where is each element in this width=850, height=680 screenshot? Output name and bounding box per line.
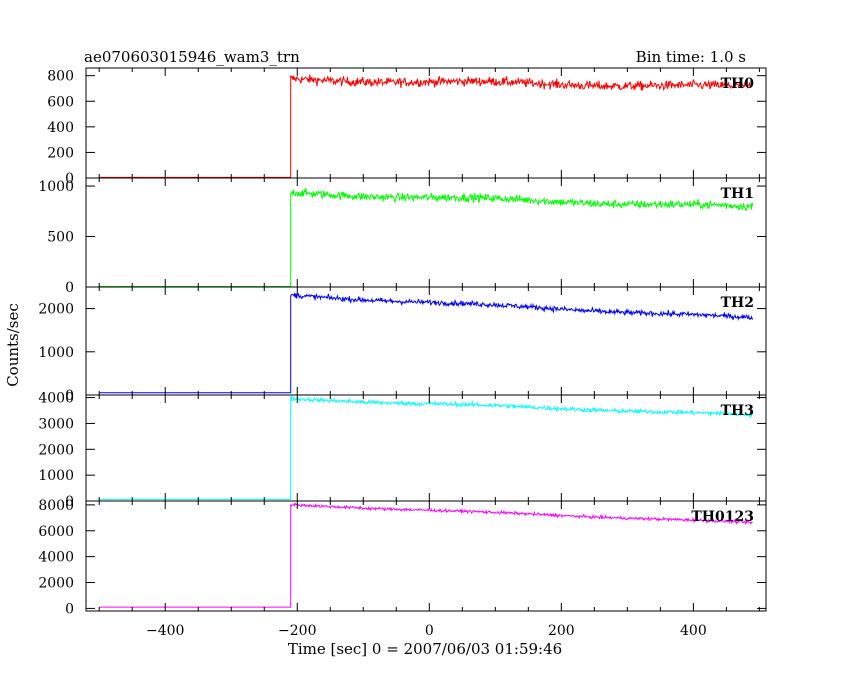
- y-tick-label: 3000: [38, 416, 74, 432]
- y-tick-label: 0: [65, 388, 74, 404]
- bin-time-label: Bin time: 1.0 s: [636, 48, 746, 66]
- x-tick-label: 200: [548, 623, 575, 639]
- x-axis-label: Time [sec] 0 = 2007/06/03 01:59:46: [288, 640, 562, 658]
- y-tick-label: 2000: [38, 302, 74, 318]
- panel-label-th0123: TH0123: [691, 509, 754, 525]
- y-axis-label: Counts/sec: [4, 303, 22, 387]
- series-th1: [99, 188, 754, 287]
- y-tick-label: 2000: [38, 576, 74, 592]
- y-tick-label: 500: [47, 230, 74, 246]
- y-tick-label: 400: [47, 120, 74, 136]
- y-tick-label: 0: [65, 494, 74, 510]
- y-tick-label: 200: [47, 145, 74, 161]
- series-th3: [99, 394, 754, 500]
- panel-frame-th0123: [85, 500, 767, 612]
- y-tick-label: 600: [47, 94, 74, 110]
- y-tick-label: 8000: [38, 498, 74, 514]
- y-tick-label: 0: [65, 601, 74, 617]
- y-tick-label: 1000: [38, 468, 74, 484]
- panel-frame-th2: [85, 286, 767, 396]
- y-tick-label: 800: [47, 69, 74, 85]
- y-tick-label: 0: [65, 171, 74, 187]
- panel-label-th2: TH2: [721, 295, 754, 311]
- y-tick-label: 6000: [38, 524, 74, 540]
- chart-title: ae070603015946_wam3_trn: [84, 48, 300, 66]
- x-tick-label: 0: [425, 623, 434, 639]
- y-tick-label: 4000: [38, 550, 74, 566]
- panel-label-th1: TH1: [721, 186, 754, 202]
- series-th0: [99, 74, 754, 178]
- y-tick-label: 1000: [38, 345, 74, 361]
- x-tick-label: 400: [680, 623, 707, 639]
- series-th2: [99, 292, 754, 394]
- panel-frame-th0: [85, 67, 767, 179]
- series-th0123: [99, 502, 753, 608]
- panel-frame-th1: [85, 177, 767, 288]
- panel-label-th3: TH3: [721, 403, 754, 419]
- panel-label-th0: TH0: [721, 76, 755, 92]
- y-tick-label: 1000: [38, 179, 74, 195]
- x-tick-label: −200: [278, 623, 316, 639]
- y-tick-label: 4000: [38, 391, 74, 407]
- y-tick-label: 0: [65, 280, 74, 296]
- y-tick-label: 2000: [38, 442, 74, 458]
- x-tick-label: −400: [146, 623, 184, 639]
